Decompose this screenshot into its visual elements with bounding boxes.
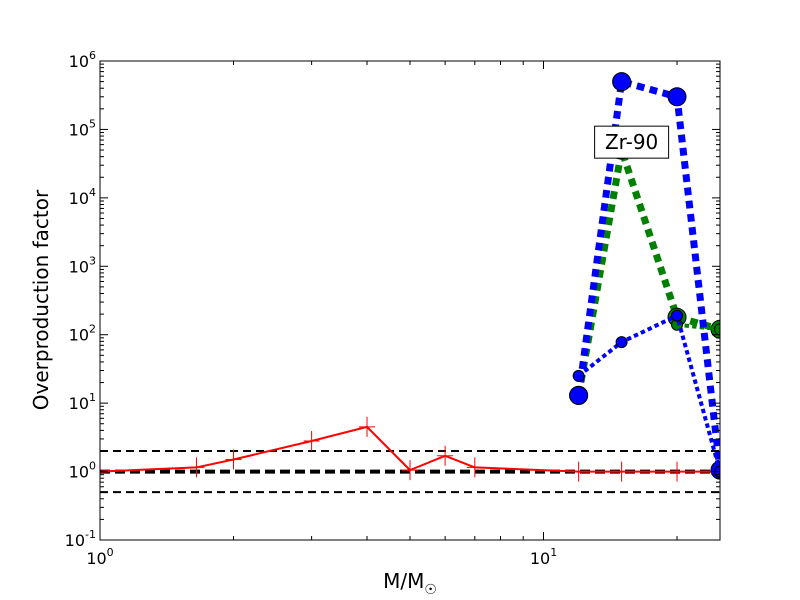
y-tick-label: 106 — [69, 49, 96, 71]
data-point — [615, 336, 628, 349]
data-point — [466, 457, 483, 478]
data-point — [669, 461, 686, 482]
data-point — [572, 369, 585, 382]
y-tick-label: 100 — [69, 460, 96, 482]
y-tick-label: 105 — [69, 117, 96, 139]
data-point — [188, 457, 205, 478]
y-tick-label: 103 — [69, 254, 96, 276]
plot-frame — [99, 60, 721, 541]
data-point — [613, 461, 630, 482]
annotations: Zr-90 — [594, 125, 670, 159]
data-point — [437, 445, 454, 466]
data-point — [667, 87, 687, 107]
series-line — [575, 78, 720, 471]
data-point — [569, 385, 589, 405]
data-point — [303, 430, 320, 451]
y-tick-label: 101 — [69, 391, 96, 413]
series-line — [575, 146, 720, 396]
series-line — [577, 313, 720, 473]
x-tick-label: 101 — [530, 546, 557, 568]
y-tick-label: 102 — [69, 323, 96, 345]
axis-ticks — [99, 60, 720, 541]
series-line — [100, 425, 720, 473]
data-point — [612, 72, 632, 92]
x-tick-label: 100 — [86, 546, 113, 568]
data-point — [570, 461, 587, 482]
data-point — [225, 449, 242, 470]
annotation-label: Zr-90 — [605, 130, 658, 154]
series-group — [100, 416, 720, 482]
plot-area — [100, 72, 720, 494]
data-point — [714, 323, 720, 336]
data-point — [402, 460, 418, 481]
data-point — [671, 309, 684, 322]
y-axis-label: Overproduction factor — [29, 189, 53, 410]
data-point — [359, 416, 376, 437]
y-tick-label: 104 — [69, 186, 96, 208]
series-group — [569, 72, 720, 480]
y-tick-label: 10-1 — [65, 528, 96, 550]
x-axis-label: M/M☉ — [383, 569, 437, 598]
annotation-box — [594, 125, 670, 159]
